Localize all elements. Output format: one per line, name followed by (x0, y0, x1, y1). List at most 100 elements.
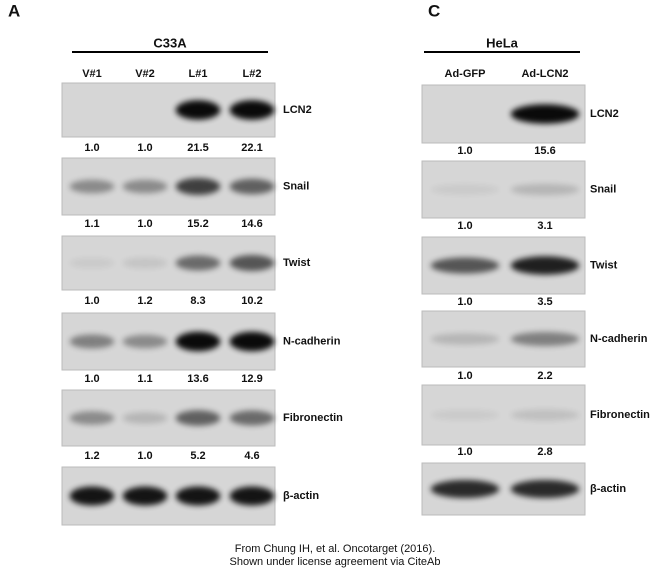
quant-value: 3.1 (537, 220, 552, 232)
band (430, 184, 500, 195)
blot (421, 160, 586, 219)
quant-value: 1.0 (137, 142, 152, 154)
band (69, 257, 115, 269)
protein-label: β-actin (590, 483, 626, 495)
quant-value: 1.0 (457, 446, 472, 458)
blot (421, 462, 586, 516)
band (69, 179, 115, 194)
quant-value: 1.0 (457, 220, 472, 232)
quant-value: 1.0 (137, 450, 152, 462)
quant-value: 15.2 (187, 218, 208, 230)
band (510, 409, 580, 421)
credit-line: Shown under license agreement via CiteAb (230, 556, 441, 568)
protein-label: Twist (283, 257, 311, 269)
quant-value: 1.0 (137, 218, 152, 230)
protein-label: N-cadherin (283, 335, 341, 347)
blot (61, 235, 276, 291)
quant-value: 1.1 (137, 373, 152, 385)
credit-line: From Chung IH, et al. Oncotarget (2016). (235, 543, 436, 555)
panel-label: C (428, 1, 440, 20)
blot (421, 84, 586, 144)
band (229, 255, 275, 271)
band (510, 104, 580, 124)
band (229, 331, 275, 352)
band (69, 411, 115, 425)
band (175, 100, 221, 120)
protein-label: Fibronectin (283, 412, 343, 424)
quant-value: 1.1 (84, 218, 99, 230)
protein-label: β-actin (283, 490, 319, 502)
band (175, 331, 221, 352)
band (122, 334, 168, 349)
protein-label: N-cadherin (590, 333, 648, 345)
band (510, 183, 580, 196)
quant-value: 22.1 (241, 142, 262, 154)
band (229, 486, 275, 506)
blot (61, 312, 276, 371)
band (229, 410, 275, 426)
band (510, 256, 580, 275)
quant-value: 1.0 (84, 142, 99, 154)
quant-value: 5.2 (190, 450, 205, 462)
protein-label: Snail (590, 183, 616, 195)
quant-value: 2.2 (537, 370, 552, 382)
lane-label: L#1 (189, 68, 208, 80)
quant-value: 13.6 (187, 373, 208, 385)
quant-value: 15.6 (534, 145, 555, 157)
band (175, 486, 221, 506)
protein-label: Twist (590, 259, 618, 271)
band (69, 334, 115, 349)
quant-value: 3.5 (537, 296, 552, 308)
quant-value: 21.5 (187, 142, 208, 154)
protein-label: Fibronectin (590, 409, 650, 421)
lane-label: V#2 (135, 68, 155, 80)
protein-label: Snail (283, 180, 309, 192)
quant-value: 1.2 (84, 450, 99, 462)
band (122, 257, 168, 269)
protein-label: LCN2 (590, 108, 619, 120)
blot (61, 389, 276, 447)
blot (61, 82, 276, 138)
band (229, 100, 275, 120)
quant-value: 2.8 (537, 446, 552, 458)
quant-value: 1.0 (84, 295, 99, 307)
band (229, 178, 275, 195)
band (175, 178, 221, 195)
panel-label: A (8, 1, 20, 20)
band (430, 333, 500, 345)
band (122, 179, 168, 194)
band (122, 412, 168, 424)
quant-value: 1.0 (457, 370, 472, 382)
lane-label: Ad-GFP (445, 68, 486, 80)
quant-value: 10.2 (241, 295, 262, 307)
blot (61, 157, 276, 216)
quant-value: 4.6 (244, 450, 259, 462)
blot (61, 466, 276, 526)
band (175, 255, 221, 271)
lane-label: V#1 (82, 68, 102, 80)
band (430, 409, 500, 421)
lane-label: L#2 (243, 68, 262, 80)
quant-value: 14.6 (241, 218, 262, 230)
blot (421, 384, 586, 446)
band (430, 257, 500, 274)
band (175, 410, 221, 426)
band (430, 480, 500, 498)
blot (421, 236, 586, 295)
band (69, 486, 115, 506)
cell-line: C33A (153, 35, 187, 50)
quant-value: 1.0 (457, 145, 472, 157)
cell-line: HeLa (486, 35, 519, 50)
quant-value: 12.9 (241, 373, 262, 385)
quant-value: 1.0 (457, 296, 472, 308)
band (510, 332, 580, 346)
lane-label: Ad-LCN2 (521, 68, 568, 80)
quant-value: 8.3 (190, 295, 205, 307)
quant-value: 1.0 (84, 373, 99, 385)
band (122, 486, 168, 506)
band (510, 480, 580, 498)
blot (421, 310, 586, 368)
quant-value: 1.2 (137, 295, 152, 307)
